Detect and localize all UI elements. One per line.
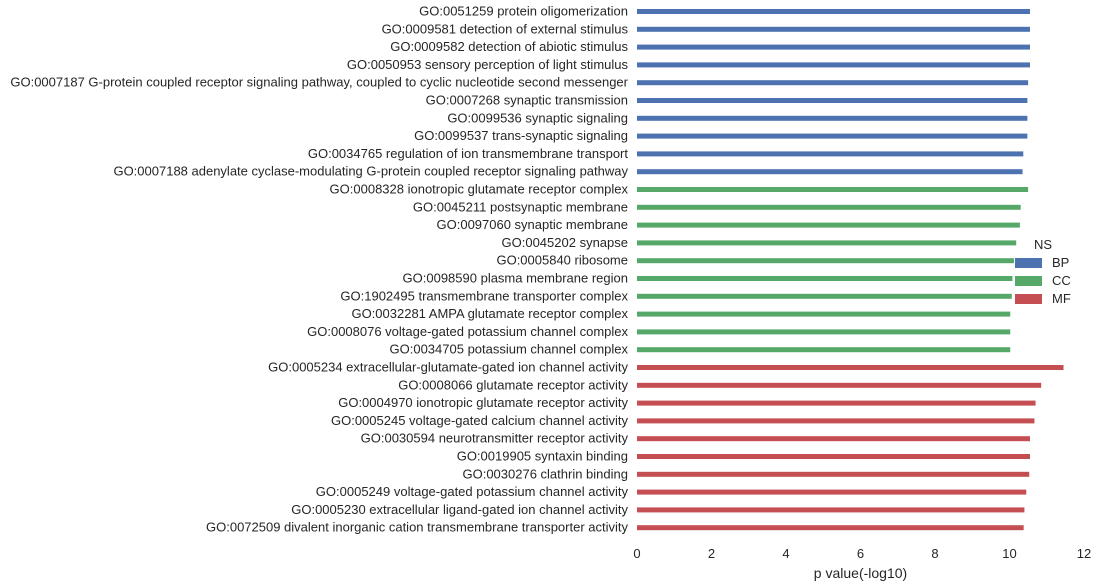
category-label-8: GO:0034765 regulation of ion transmembra… bbox=[308, 146, 629, 161]
category-label-3: GO:0050953 sensory perception of light s… bbox=[347, 57, 629, 72]
category-label-21: GO:0008066 glutamate receptor activity bbox=[398, 377, 628, 392]
bar-13 bbox=[637, 240, 1017, 246]
category-label-17: GO:0032281 AMPA glutamate receptor compl… bbox=[351, 306, 628, 321]
category-label-4: GO:0007187 G-protein coupled receptor si… bbox=[10, 75, 628, 90]
x-tick-label-0: 0 bbox=[633, 546, 640, 561]
category-label-23: GO:0005245 voltage-gated calcium channel… bbox=[331, 413, 629, 428]
category-label-25: GO:0019905 syntaxin binding bbox=[457, 449, 628, 464]
category-label-20: GO:0005234 extracellular-glutamate-gated… bbox=[268, 360, 628, 375]
category-label-24: GO:0030594 neurotransmitter receptor act… bbox=[361, 431, 629, 446]
bar-10 bbox=[637, 187, 1029, 192]
bar-7 bbox=[637, 133, 1028, 139]
bar-18 bbox=[637, 329, 1011, 335]
legend-entries: BP CC MF bbox=[1015, 255, 1071, 306]
bar-9 bbox=[637, 169, 1023, 175]
bar-4 bbox=[637, 80, 1029, 86]
category-label-5: GO:0007268 synaptic transmission bbox=[426, 93, 628, 108]
category-label-2: GO:0009582 detection of abiotic stimulus bbox=[390, 39, 628, 54]
category-label-10: GO:0008328 ionotropic glutamate receptor… bbox=[330, 182, 629, 197]
bar-24 bbox=[637, 436, 1030, 442]
legend: NS BP CC MF bbox=[1015, 237, 1071, 306]
category-label-28: GO:0005230 extracellular ligand-gated io… bbox=[291, 502, 628, 517]
bar-2 bbox=[637, 44, 1030, 50]
category-label-6: GO:0099536 synaptic signaling bbox=[447, 110, 628, 125]
category-label-22: GO:0004970 ionotropic glutamate receptor… bbox=[338, 395, 628, 410]
x-tick-label-4: 8 bbox=[931, 546, 938, 561]
x-axis-label: p value(-log10) bbox=[814, 565, 907, 581]
bar-26 bbox=[637, 471, 1030, 477]
bar-22 bbox=[637, 400, 1036, 406]
bar-5 bbox=[637, 98, 1028, 103]
bar-6 bbox=[637, 115, 1028, 121]
bar-15 bbox=[637, 276, 1013, 281]
bar-29 bbox=[637, 525, 1024, 531]
category-label-19: GO:0034705 potassium channel complex bbox=[390, 342, 629, 357]
bar-3 bbox=[637, 62, 1030, 68]
category-label-18: GO:0008076 voltage-gated potassium chann… bbox=[307, 324, 628, 339]
category-label-26: GO:0030276 clathrin binding bbox=[462, 466, 628, 481]
bar-12 bbox=[637, 222, 1020, 228]
category-label-27: GO:0005249 voltage-gated potassium chann… bbox=[316, 484, 629, 499]
category-label-14: GO:0005840 ribosome bbox=[496, 253, 628, 268]
category-label-7: GO:0099537 trans-synaptic signaling bbox=[414, 128, 628, 143]
legend-label-bp: BP bbox=[1052, 255, 1069, 270]
category-label-12: GO:0097060 synaptic membrane bbox=[437, 217, 629, 232]
legend-label-cc: CC bbox=[1052, 273, 1071, 288]
legend-title: NS bbox=[1034, 237, 1052, 252]
x-tick-label-5: 10 bbox=[1002, 546, 1016, 561]
x-tick-label-1: 2 bbox=[708, 546, 715, 561]
bar-28 bbox=[637, 507, 1025, 513]
bar-1 bbox=[637, 26, 1030, 32]
bar-14 bbox=[637, 258, 1014, 264]
bar-8 bbox=[637, 151, 1024, 157]
category-label-15: GO:0098590 plasma membrane region bbox=[403, 271, 628, 286]
legend-swatch-bp bbox=[1015, 258, 1042, 268]
category-label-0: GO:0051259 protein oligomerization bbox=[419, 4, 628, 19]
bar-19 bbox=[637, 347, 1011, 353]
category-label-11: GO:0045211 postsynaptic membrane bbox=[413, 199, 628, 214]
category-label-1: GO:0009581 detection of external stimulu… bbox=[382, 21, 629, 36]
x-tick-label-2: 4 bbox=[782, 546, 789, 561]
bar-0 bbox=[637, 9, 1030, 14]
legend-label-mf: MF bbox=[1052, 291, 1071, 306]
x-tick-label-6: 12 bbox=[1077, 546, 1091, 561]
category-label-29: GO:0072509 divalent inorganic cation tra… bbox=[206, 520, 628, 535]
bar-23 bbox=[637, 418, 1035, 424]
bar-27 bbox=[637, 489, 1027, 495]
bar-16 bbox=[637, 293, 1012, 299]
bars-group bbox=[637, 9, 1064, 531]
bar-25 bbox=[637, 454, 1030, 459]
x-tick-labels-group: 0 2 4 6 8 10 12 bbox=[633, 546, 1091, 561]
x-tick-label-3: 6 bbox=[857, 546, 864, 561]
legend-swatch-mf bbox=[1015, 294, 1042, 304]
category-label-16: GO:1902495 transmembrane transporter com… bbox=[340, 288, 628, 303]
category-label-13: GO:0045202 synapse bbox=[502, 235, 628, 250]
category-labels-group: GO:0051259 protein oligomerization GO:000… bbox=[10, 4, 628, 535]
bar-20 bbox=[637, 365, 1064, 370]
legend-swatch-cc bbox=[1015, 276, 1042, 286]
category-label-9: GO:0007188 adenylate cyclase-modulating … bbox=[113, 164, 628, 179]
bar-11 bbox=[637, 204, 1021, 210]
bar-17 bbox=[637, 311, 1011, 317]
bar-21 bbox=[637, 382, 1042, 388]
